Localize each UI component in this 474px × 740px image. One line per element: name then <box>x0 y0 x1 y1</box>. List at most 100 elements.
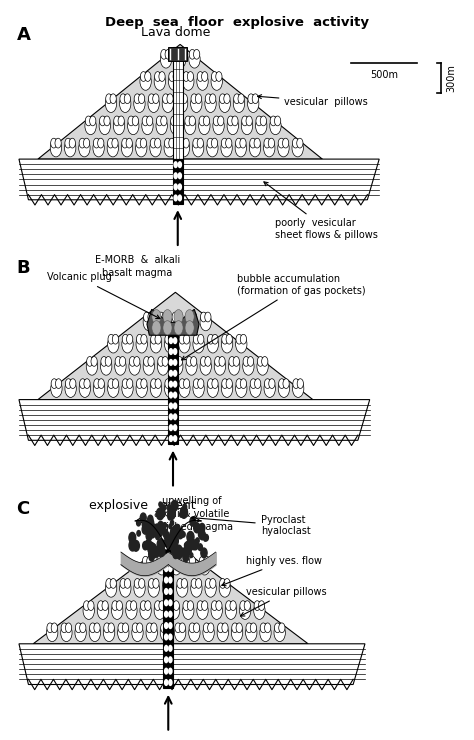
Circle shape <box>189 556 196 566</box>
Circle shape <box>191 543 196 550</box>
Circle shape <box>154 73 165 90</box>
Circle shape <box>79 139 90 157</box>
Circle shape <box>137 334 143 344</box>
Circle shape <box>65 623 72 633</box>
Circle shape <box>264 380 275 397</box>
Circle shape <box>136 138 142 148</box>
Circle shape <box>193 334 200 344</box>
Circle shape <box>171 520 173 525</box>
Circle shape <box>75 623 82 633</box>
Circle shape <box>83 602 94 619</box>
Circle shape <box>169 601 175 610</box>
Circle shape <box>221 335 233 353</box>
Circle shape <box>134 544 138 549</box>
Circle shape <box>218 623 224 633</box>
Circle shape <box>175 556 182 566</box>
Circle shape <box>210 579 216 588</box>
Circle shape <box>193 379 200 388</box>
Circle shape <box>110 94 116 104</box>
Circle shape <box>179 623 185 633</box>
Circle shape <box>144 357 150 366</box>
Circle shape <box>231 624 243 642</box>
Circle shape <box>199 116 205 126</box>
Circle shape <box>172 357 183 375</box>
Circle shape <box>55 379 62 388</box>
Circle shape <box>136 335 147 353</box>
Circle shape <box>149 542 154 550</box>
Circle shape <box>157 357 169 375</box>
Circle shape <box>161 50 167 59</box>
Circle shape <box>65 138 71 148</box>
Circle shape <box>168 667 173 675</box>
Circle shape <box>160 510 165 517</box>
Circle shape <box>168 645 173 652</box>
Circle shape <box>182 532 185 537</box>
Circle shape <box>163 522 166 528</box>
Circle shape <box>164 531 169 539</box>
Circle shape <box>64 139 76 157</box>
Circle shape <box>196 538 199 543</box>
Circle shape <box>168 507 174 517</box>
Circle shape <box>168 565 173 572</box>
Circle shape <box>248 94 254 104</box>
Circle shape <box>162 357 168 366</box>
Circle shape <box>274 624 285 642</box>
Circle shape <box>168 514 172 520</box>
Circle shape <box>168 610 173 618</box>
Circle shape <box>146 624 157 642</box>
Circle shape <box>169 72 175 81</box>
Circle shape <box>157 522 164 531</box>
Circle shape <box>156 117 167 135</box>
Circle shape <box>168 622 173 629</box>
Circle shape <box>127 379 133 388</box>
Circle shape <box>257 357 264 366</box>
Circle shape <box>211 73 222 90</box>
Circle shape <box>176 579 188 597</box>
Circle shape <box>258 601 264 610</box>
Circle shape <box>172 525 179 537</box>
Circle shape <box>292 380 304 397</box>
Circle shape <box>160 503 163 508</box>
Circle shape <box>161 556 167 566</box>
Circle shape <box>252 94 258 104</box>
Circle shape <box>187 601 193 610</box>
Circle shape <box>184 557 196 575</box>
Circle shape <box>51 380 62 397</box>
Circle shape <box>173 172 178 179</box>
Circle shape <box>205 579 211 588</box>
Circle shape <box>247 95 259 112</box>
Circle shape <box>236 334 242 344</box>
Circle shape <box>142 557 153 575</box>
Circle shape <box>207 335 219 353</box>
Circle shape <box>150 335 162 353</box>
Circle shape <box>179 138 185 148</box>
Circle shape <box>189 50 200 68</box>
Circle shape <box>170 530 177 542</box>
Circle shape <box>278 139 289 157</box>
Circle shape <box>226 334 232 344</box>
Circle shape <box>163 579 169 588</box>
Circle shape <box>198 544 202 551</box>
Circle shape <box>243 357 254 375</box>
Circle shape <box>260 624 271 642</box>
Circle shape <box>126 602 137 619</box>
Text: E-MORB  &  alkali
basalt magma: E-MORB & alkali basalt magma <box>95 255 180 278</box>
Circle shape <box>169 424 173 431</box>
Circle shape <box>250 623 256 633</box>
Circle shape <box>186 313 197 331</box>
Circle shape <box>236 335 247 353</box>
Circle shape <box>179 334 185 344</box>
Circle shape <box>146 116 153 126</box>
Polygon shape <box>38 44 322 159</box>
Circle shape <box>162 505 166 511</box>
Circle shape <box>187 72 193 81</box>
Circle shape <box>279 623 285 633</box>
Circle shape <box>98 601 104 610</box>
Circle shape <box>69 138 75 148</box>
Circle shape <box>201 601 208 610</box>
Circle shape <box>164 679 168 686</box>
Circle shape <box>156 557 167 575</box>
Circle shape <box>108 335 119 353</box>
Circle shape <box>217 624 228 642</box>
Circle shape <box>179 380 190 397</box>
